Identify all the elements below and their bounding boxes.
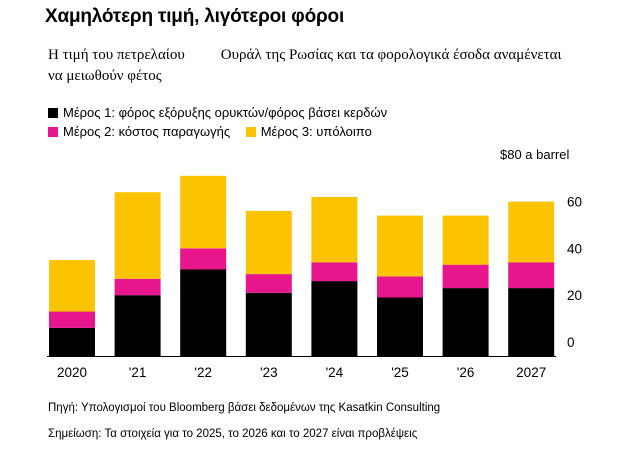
x-tick-label: '24 (326, 365, 344, 380)
legend-swatch-part1 (48, 107, 58, 118)
y-tick-label: 0 (567, 335, 575, 350)
y-tick-label: 20 (567, 288, 582, 303)
legend-swatch-part2 (48, 126, 58, 137)
x-tick-label: '23 (260, 365, 278, 380)
x-tick-label: '26 (457, 365, 475, 380)
x-tick-label: '22 (194, 365, 212, 380)
bar-segment-part2-0 (49, 311, 95, 328)
y-tick-label: 60 (567, 195, 582, 210)
bar-segment-part3-6 (442, 215, 489, 265)
y-axis-unit-label: $80 a barrel (500, 147, 570, 162)
subtitle-part-1: Η τιμή του πετρελαίου (48, 47, 185, 63)
bar-segment-part2-4 (311, 262, 358, 282)
bar-segment-part3-7 (508, 201, 555, 263)
bar-segment-part2-7 (508, 262, 555, 289)
legend-label-part3: Μέρος 3: υπόλοιπο (260, 124, 372, 139)
bar-segment-part2-5 (377, 276, 423, 298)
bar-segment-part2-2 (180, 248, 227, 270)
bar-segment-part1-7 (508, 288, 555, 356)
bar-segment-part1-4 (311, 281, 358, 356)
forecast-note: Σημείωση: Τα στοιχεία για το 2025, το 20… (48, 428, 418, 440)
legend-item-part2: Μέρος 2: κόστος παραγωγής (48, 124, 230, 139)
chart-subtitle: Η τιμή του πετρελαίου Ουράλ της Ρωσίας κα… (48, 45, 568, 87)
bar-segment-part3-3 (245, 210, 292, 275)
bar-segment-part3-5 (377, 215, 423, 277)
bar-segment-part1-3 (245, 292, 292, 356)
bar-segment-part3-2 (180, 175, 227, 249)
legend-label-part1: Μέρος 1: φόρος εξόρυξης ορυκτών/φόρος βά… (63, 105, 388, 120)
bar-segment-part1-2 (180, 269, 227, 356)
bar-segment-part2-6 (442, 264, 489, 289)
legend-row-1: Μέρος 1: φόρος εξόρυξης ορυκτών/φόρος βά… (48, 105, 399, 121)
y-tick-label: 40 (567, 241, 582, 256)
legend-label-part2: Μέρος 2: κόστος παραγωγής (63, 124, 231, 139)
x-tick-label: 2027 (516, 365, 546, 380)
legend-item-part1: Μέρος 1: φόρος εξόρυξης ορυκτών/φόρος βά… (48, 105, 387, 120)
x-tick-label: '25 (391, 365, 409, 380)
legend-swatch-part3 (245, 126, 256, 137)
bar-segment-part1-5 (377, 297, 423, 356)
bar-segment-part1-1 (114, 295, 161, 356)
bar-segment-part2-1 (114, 278, 161, 296)
legend-item-part3: Μέρος 3: υπόλοιπο (245, 124, 372, 139)
x-tick-label: 2020 (57, 365, 87, 380)
bar-segment-part1-6 (442, 288, 489, 356)
bar-segment-part3-0 (49, 260, 95, 312)
bar-segment-part1-0 (49, 327, 95, 356)
bar-segment-part3-1 (114, 192, 161, 279)
source-note: Πηγή: Υπολογισμοί του Bloomberg βάσει δε… (48, 402, 441, 414)
bar-segment-part3-4 (311, 196, 358, 263)
bar-segment-part2-3 (245, 274, 292, 293)
subtitle-part-2: Ουράλ της Ρωσίας και τα φορολογικά έσοδα… (48, 47, 562, 84)
chart-title: Χαμηλότερη τιμή, λιγότεροι φόροι (45, 6, 345, 27)
x-tick-label: '21 (129, 365, 147, 380)
legend-row-2: Μέρος 2: κόστος παραγωγής Μέρος 3: υπόλο… (48, 124, 384, 140)
